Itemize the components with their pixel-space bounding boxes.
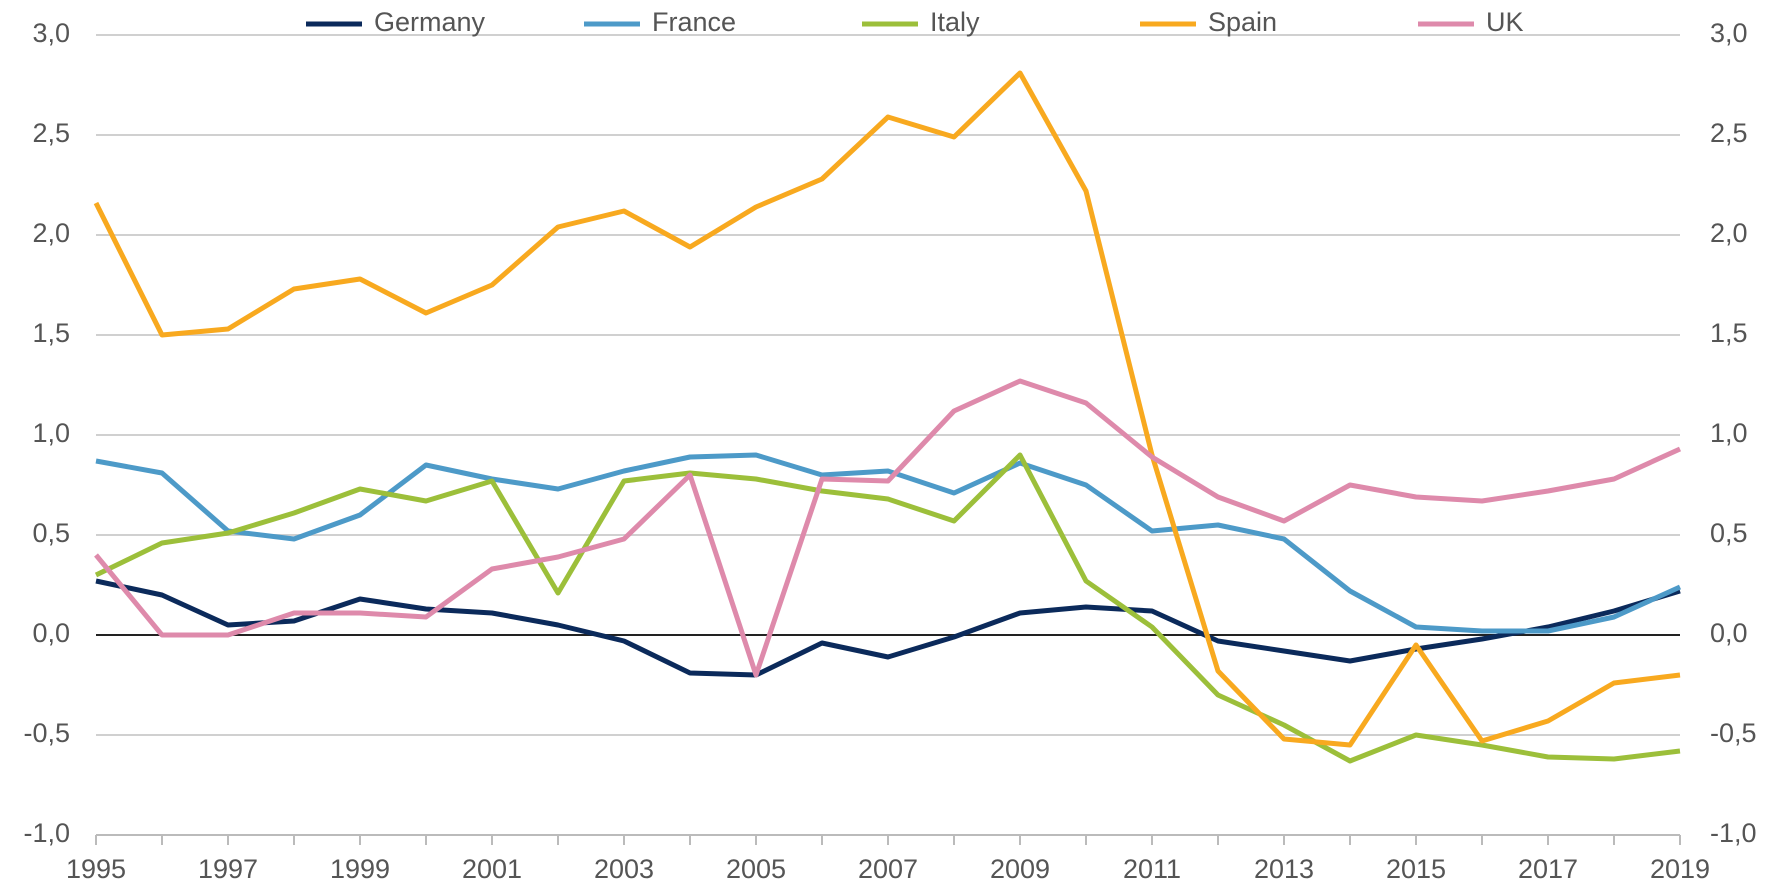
y-tick-label: 0,0: [32, 618, 70, 648]
x-tick-label: 1997: [198, 854, 258, 884]
y-tick-label: 1,5: [32, 318, 70, 348]
y2-tick-label: 1,0: [1710, 418, 1748, 448]
y2-tick-label: 2,0: [1710, 218, 1748, 248]
x-tick-label: 2001: [462, 854, 522, 884]
y-tick-label: 1,0: [32, 418, 70, 448]
y-tick-label: 2,5: [32, 118, 70, 148]
series-line: [95, 452, 1682, 634]
x-tick-label: 1995: [66, 854, 126, 884]
y-tick-label: 3,0: [32, 18, 70, 48]
x-tick-label: 2019: [1650, 854, 1710, 884]
x-tick-label: 2013: [1254, 854, 1314, 884]
legend-label: Italy: [930, 7, 980, 37]
y-tick-label: -0,5: [23, 718, 70, 748]
legend-label: France: [652, 7, 736, 37]
series-line: [94, 452, 1681, 764]
x-tick-label: 2011: [1123, 854, 1181, 884]
y-tick-label: 0,5: [32, 518, 70, 548]
x-tick-label: 2017: [1518, 854, 1578, 884]
x-tick-label: 2009: [990, 854, 1050, 884]
x-tick-label: 2003: [594, 854, 654, 884]
series-line: [94, 378, 1682, 678]
y2-tick-label: 1,5: [1710, 318, 1748, 348]
x-tick-label: 2005: [726, 854, 786, 884]
y-tick-label: 2,0: [32, 218, 70, 248]
legend-label: Germany: [374, 7, 486, 37]
y2-tick-label: 2,5: [1710, 118, 1748, 148]
legend-label: UK: [1486, 7, 1524, 37]
series-line: [93, 70, 1681, 748]
y2-tick-label: 0,0: [1710, 618, 1748, 648]
y2-tick-label: -1,0: [1710, 818, 1757, 848]
x-tick-label: 2007: [858, 854, 918, 884]
legend-label: Spain: [1208, 7, 1277, 37]
y-tick-label: -1,0: [23, 818, 70, 848]
y2-tick-label: 3,0: [1710, 18, 1748, 48]
y2-tick-label: -0,5: [1710, 718, 1757, 748]
x-tick-label: 2015: [1386, 854, 1446, 884]
x-tick-label: 1999: [330, 854, 390, 884]
y2-tick-label: 0,5: [1710, 518, 1748, 548]
